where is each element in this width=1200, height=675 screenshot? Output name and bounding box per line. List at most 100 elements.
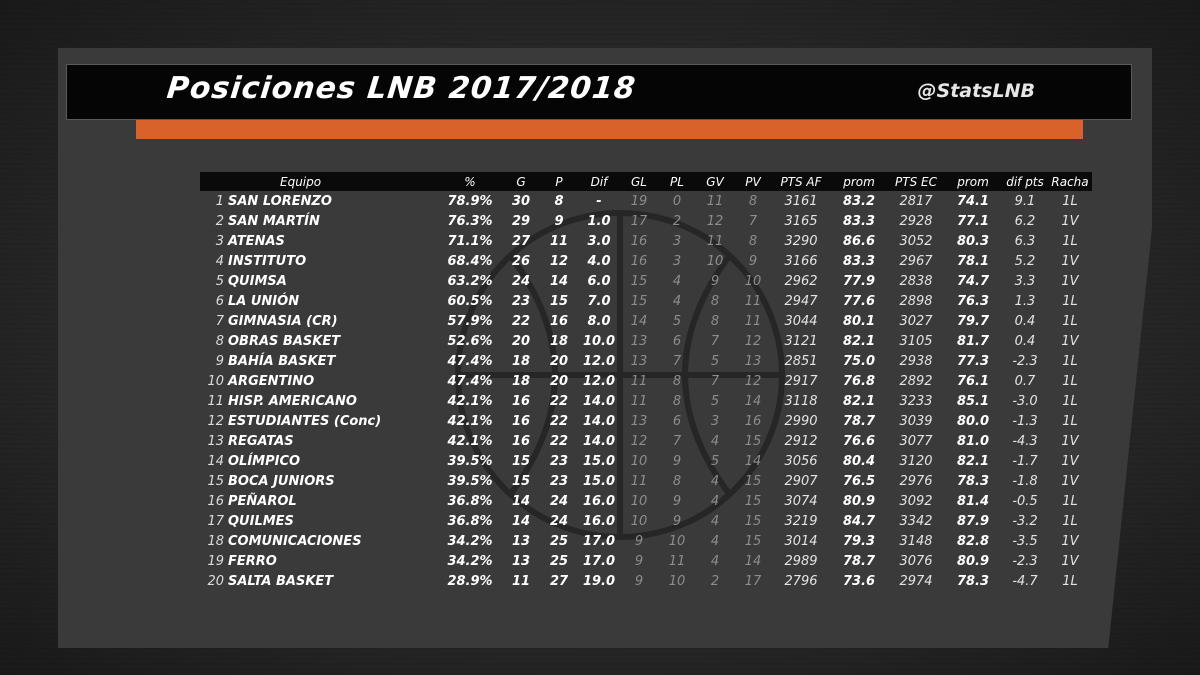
cell-pv: 16 (744, 413, 762, 429)
cell-gv: 8 (710, 313, 720, 329)
header-gv: GV (696, 172, 734, 191)
cell-streak: 1L (1062, 413, 1078, 429)
cell-diff: 8.0 (587, 313, 611, 329)
cell-position: 13 (207, 433, 224, 449)
cell-gl: 15 (630, 293, 648, 309)
cell-position: 15 (207, 473, 224, 489)
header-pl: PL (658, 172, 696, 191)
cell-lost: 22 (549, 413, 569, 429)
cell-won: 22 (511, 313, 531, 329)
cell-lost: 20 (549, 373, 569, 389)
cell-pts-ec: 3052 (899, 233, 933, 249)
cell-pts-ec: 2898 (899, 293, 933, 309)
cell-gl: 12 (630, 433, 648, 449)
cell-gv: 5 (710, 393, 720, 409)
cell-position: 6 (215, 293, 224, 309)
cell-won: 23 (511, 293, 531, 309)
cell-pts-ec: 2967 (899, 253, 933, 269)
cell-prom-af: 75.0 (842, 353, 876, 369)
cell-won: 13 (511, 533, 531, 549)
cell-position: 9 (215, 353, 224, 369)
cell-prom-ec: 81.0 (956, 433, 990, 449)
header-won: G (502, 172, 540, 191)
cell-diff: 6.0 (587, 273, 611, 289)
cell-pv: 12 (744, 373, 762, 389)
cell-prom-ec: 80.9 (956, 553, 990, 569)
cell-streak: 1V (1061, 453, 1079, 469)
cell-pct: 28.9% (447, 573, 493, 589)
cell-gl: 11 (630, 393, 648, 409)
cell-lost: 24 (549, 493, 569, 509)
table-row: 13 REGATAS 42.1% 16 22 14.0 12 7 4 15 2912 76.6 3077… (200, 431, 1092, 451)
cell-diff: 14.0 (582, 433, 616, 449)
cell-team: INSTITUTO (228, 253, 307, 269)
cell-pts-ec: 2976 (899, 473, 933, 489)
cell-pv: 11 (744, 313, 762, 329)
cell-gl: 16 (630, 233, 648, 249)
cell-dif-pts: -4.3 (1012, 433, 1038, 449)
cell-gl: 17 (630, 213, 648, 229)
cell-prom-af: 76.6 (842, 433, 876, 449)
header-dif-pts: dif pts (1002, 172, 1048, 191)
cell-gv: 5 (710, 453, 720, 469)
cell-team: ARGENTINO (228, 373, 315, 389)
cell-prom-af: 80.9 (842, 493, 876, 509)
cell-lost: 23 (549, 453, 569, 469)
cell-pl: 4 (672, 293, 682, 309)
cell-diff: 15.0 (582, 473, 616, 489)
cell-streak: 1L (1062, 293, 1078, 309)
header-pv: PV (734, 172, 772, 191)
cell-lost: 22 (549, 433, 569, 449)
cell-lost: 25 (549, 553, 569, 569)
cell-pts-af: 2990 (784, 413, 818, 429)
cell-diff: 4.0 (587, 253, 611, 269)
cell-won: 14 (511, 493, 531, 509)
cell-prom-af: 73.6 (842, 573, 876, 589)
cell-gv: 7 (710, 373, 720, 389)
cell-pts-ec: 3342 (899, 513, 933, 529)
cell-prom-af: 78.7 (842, 413, 876, 429)
cell-pl: 6 (672, 413, 682, 429)
cell-prom-af: 78.7 (842, 553, 876, 569)
cell-diff: 17.0 (582, 553, 616, 569)
cell-diff: 16.0 (582, 493, 616, 509)
cell-prom-ec: 77.1 (956, 213, 990, 229)
cell-prom-af: 76.8 (842, 373, 876, 389)
cell-gl: 15 (630, 273, 648, 289)
cell-pct: 39.5% (447, 473, 493, 489)
cell-dif-pts: -2.3 (1012, 553, 1038, 569)
cell-pts-af: 3118 (784, 393, 818, 409)
cell-gv: 4 (710, 533, 720, 549)
cell-pts-af: 3166 (784, 253, 818, 269)
cell-dif-pts: 3.3 (1014, 273, 1036, 289)
cell-position: 8 (215, 333, 224, 349)
cell-gl: 10 (630, 513, 648, 529)
cell-prom-ec: 80.0 (956, 413, 990, 429)
cell-pts-af: 3165 (784, 213, 818, 229)
cell-pts-ec: 3039 (899, 413, 933, 429)
cell-lost: 15 (549, 293, 569, 309)
cell-pl: 7 (672, 433, 682, 449)
cell-team: ESTUDIANTES (Conc) (228, 413, 382, 429)
cell-streak: 1V (1061, 213, 1079, 229)
header-prom-ec: prom (944, 172, 1002, 191)
cell-position: 7 (215, 313, 224, 329)
cell-pl: 3 (672, 233, 682, 249)
header-diff: Dif (578, 172, 620, 191)
cell-position: 4 (215, 253, 224, 269)
cell-pts-ec: 3105 (899, 333, 933, 349)
cell-team: BAHÍA BASKET (228, 353, 336, 369)
cell-prom-ec: 81.4 (956, 493, 990, 509)
cell-pv: 17 (744, 573, 762, 589)
cell-pct: 47.4% (447, 373, 493, 389)
cell-gv: 2 (710, 573, 720, 589)
cell-won: 29 (511, 213, 531, 229)
cell-gl: 9 (634, 573, 644, 589)
cell-position: 11 (207, 393, 224, 409)
cell-diff: 7.0 (587, 293, 611, 309)
cell-pct: 42.1% (447, 433, 493, 449)
cell-pl: 2 (672, 213, 682, 229)
cell-dif-pts: 1.3 (1014, 293, 1036, 309)
cell-won: 20 (511, 333, 531, 349)
cell-pv: 14 (744, 553, 762, 569)
